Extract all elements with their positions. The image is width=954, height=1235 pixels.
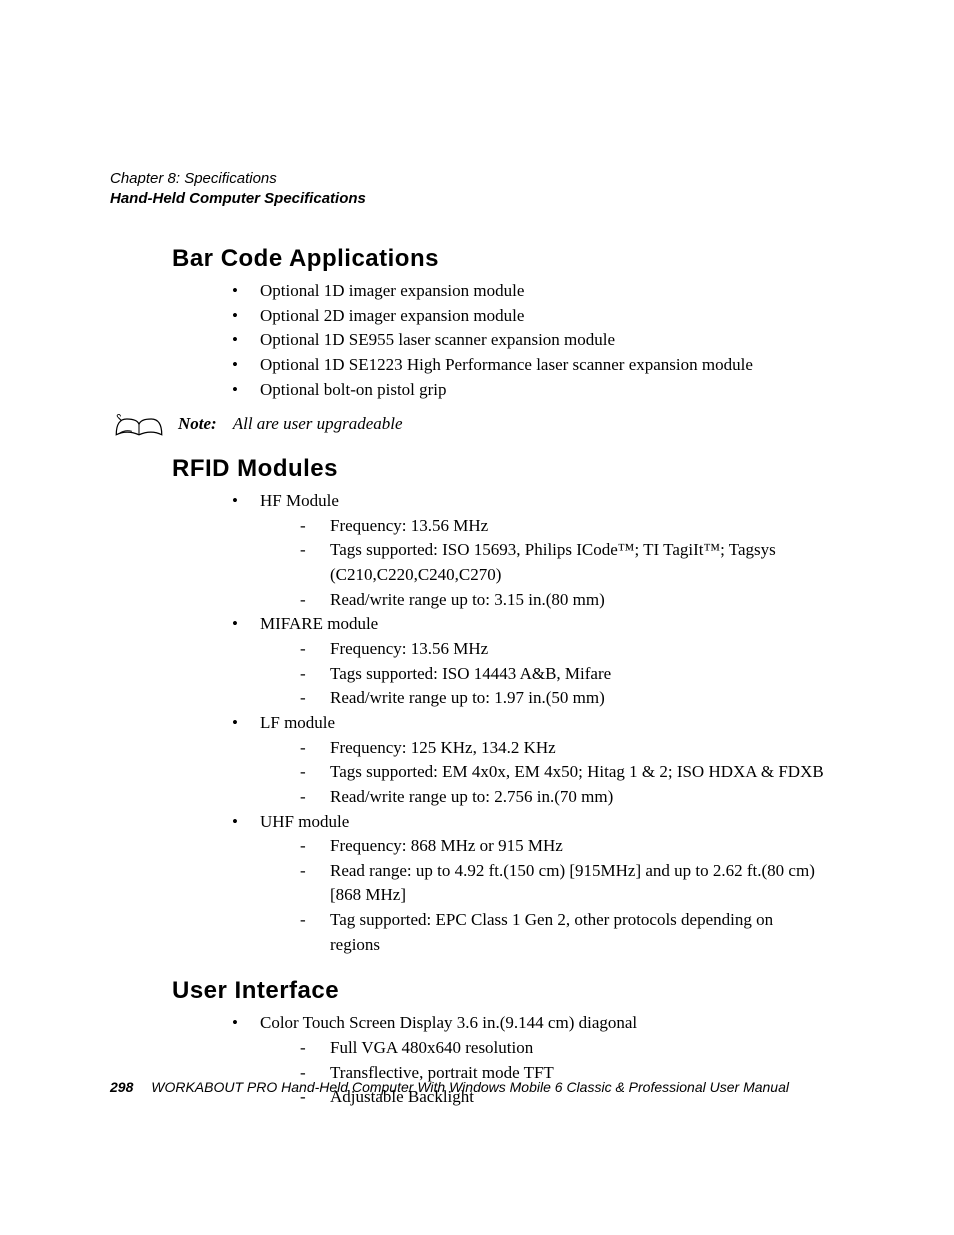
list-item-label: UHF module bbox=[260, 812, 349, 831]
rfid-list: HF Module Frequency: 13.56 MHz Tags supp… bbox=[232, 489, 844, 957]
section-title-rfid: RFID Modules bbox=[172, 455, 844, 483]
sublist: Frequency: 868 MHz or 915 MHz Read range… bbox=[300, 834, 844, 957]
sublist-item: Read range: up to 4.92 ft.(150 cm) [915M… bbox=[300, 859, 824, 908]
sublist: Full VGA 480x640 resolution Transflectiv… bbox=[300, 1036, 844, 1110]
note-row: Note: All are user upgradeable bbox=[110, 412, 844, 445]
sublist-item: Tag supported: EPC Class 1 Gen 2, other … bbox=[300, 908, 824, 957]
sublist-item: Frequency: 125 KHz, 134.2 KHz bbox=[300, 736, 824, 761]
list-item: LF module Frequency: 125 KHz, 134.2 KHz … bbox=[232, 711, 844, 810]
book-icon bbox=[110, 412, 168, 445]
note-text: All are user upgradeable bbox=[233, 412, 403, 434]
sublist-item: Full VGA 480x640 resolution bbox=[300, 1036, 824, 1061]
barcode-list: Optional 1D imager expansion module Opti… bbox=[232, 279, 844, 402]
sublist-item: Tags supported: ISO 14443 A&B, Mifare bbox=[300, 662, 824, 687]
list-item-label: LF module bbox=[260, 713, 335, 732]
chapter-line: Chapter 8: Specifications bbox=[110, 170, 844, 187]
list-item-label: HF Module bbox=[260, 491, 339, 510]
ui-list: Color Touch Screen Display 3.6 in.(9.144… bbox=[232, 1011, 844, 1110]
list-item: Optional 2D imager expansion module bbox=[232, 304, 844, 329]
list-item-label: MIFARE module bbox=[260, 614, 378, 633]
section-title-barcode: Bar Code Applications bbox=[172, 245, 844, 273]
list-item: Color Touch Screen Display 3.6 in.(9.144… bbox=[232, 1011, 844, 1110]
sublist-item: Read/write range up to: 1.97 in.(50 mm) bbox=[300, 686, 824, 711]
sublist-item: Frequency: 868 MHz or 915 MHz bbox=[300, 834, 824, 859]
sublist-item: Read/write range up to: 3.15 in.(80 mm) bbox=[300, 588, 824, 613]
list-item: MIFARE module Frequency: 13.56 MHz Tags … bbox=[232, 612, 844, 711]
sublist-item: Read/write range up to: 2.756 in.(70 mm) bbox=[300, 785, 824, 810]
section-title-ui: User Interface bbox=[172, 977, 844, 1005]
chapter-subhead: Hand-Held Computer Specifications bbox=[110, 190, 844, 207]
list-item: HF Module Frequency: 13.56 MHz Tags supp… bbox=[232, 489, 844, 612]
page-number: 298 bbox=[110, 1079, 133, 1095]
list-item: UHF module Frequency: 868 MHz or 915 MHz… bbox=[232, 810, 844, 958]
sublist-item: Frequency: 13.56 MHz bbox=[300, 514, 824, 539]
page-footer: 298 WORKABOUT PRO Hand-Held Computer Wit… bbox=[110, 1079, 844, 1095]
note-label: Note: bbox=[178, 412, 217, 434]
sublist: Frequency: 13.56 MHz Tags supported: ISO… bbox=[300, 514, 844, 613]
sublist-item: Tags supported: EM 4x0x, EM 4x50; Hitag … bbox=[300, 760, 824, 785]
sublist-item: Frequency: 13.56 MHz bbox=[300, 637, 824, 662]
footer-text: WORKABOUT PRO Hand-Held Computer With Wi… bbox=[151, 1079, 789, 1095]
page-content: Chapter 8: Specifications Hand-Held Comp… bbox=[0, 0, 954, 1110]
list-item: Optional 1D imager expansion module bbox=[232, 279, 844, 304]
list-item: Optional 1D SE955 laser scanner expansio… bbox=[232, 328, 844, 353]
sublist: Frequency: 125 KHz, 134.2 KHz Tags suppo… bbox=[300, 736, 844, 810]
sublist: Frequency: 13.56 MHz Tags supported: ISO… bbox=[300, 637, 844, 711]
list-item: Optional 1D SE1223 High Performance lase… bbox=[232, 353, 844, 378]
list-item-label: Color Touch Screen Display 3.6 in.(9.144… bbox=[260, 1013, 637, 1032]
list-item: Optional bolt-on pistol grip bbox=[232, 378, 844, 403]
sublist-item: Tags supported: ISO 15693, Philips ICode… bbox=[300, 538, 824, 587]
